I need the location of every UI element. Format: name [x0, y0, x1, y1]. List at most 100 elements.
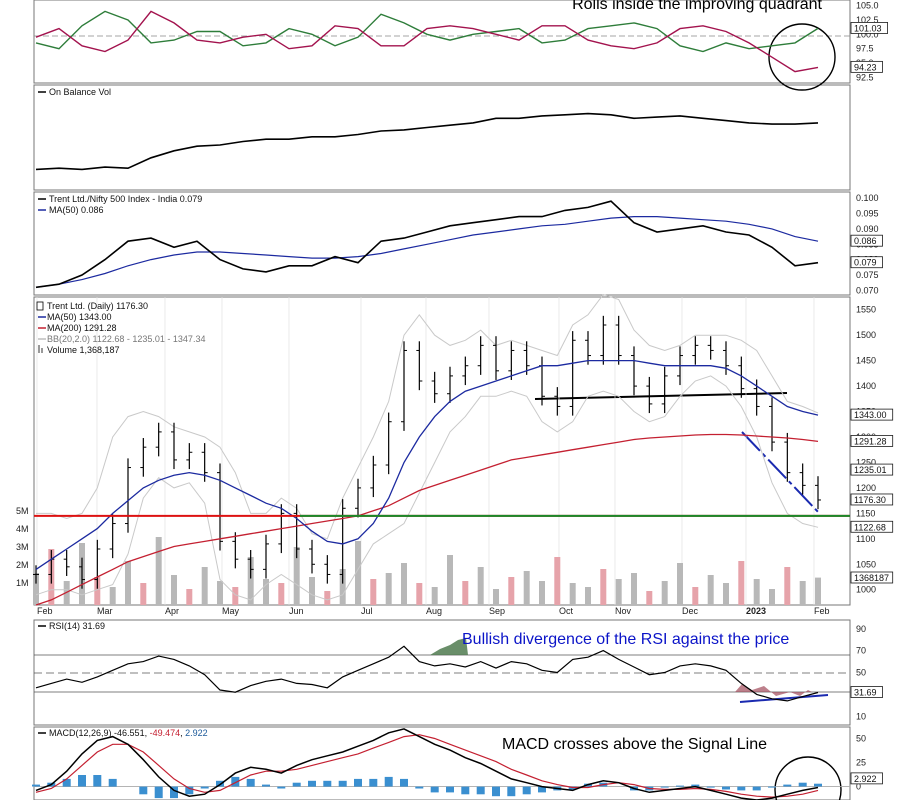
- rrg-y-tick: 105.0: [856, 1, 879, 11]
- x-tick-label: Dec: [682, 606, 699, 616]
- x-tick-label: Apr: [165, 606, 179, 616]
- ma200-value-box: 1291.28: [850, 435, 894, 447]
- volume-bar: [309, 577, 315, 605]
- svg-text:1235.01: 1235.01: [854, 465, 887, 475]
- macd-histogram-bar: [108, 778, 117, 787]
- volume-bar: [339, 569, 346, 605]
- macd-histogram-bar: [660, 786, 669, 788]
- macd-histogram-bar: [400, 778, 408, 787]
- volume-bar: [324, 591, 331, 605]
- volume-bar: [94, 577, 101, 605]
- rrg-y-tick: 92.5: [856, 72, 874, 82]
- volume-bar: [201, 567, 208, 605]
- volume-bar: [615, 579, 622, 605]
- volume-bar: [431, 587, 438, 605]
- rrg-y-tick: 100.0: [856, 29, 879, 39]
- volume-bar: [493, 589, 499, 605]
- rsi-y-tick: 90: [856, 624, 866, 634]
- price-y-tick: 1150: [856, 508, 875, 518]
- volume-bar: [692, 587, 699, 605]
- macd-histogram-bar: [691, 784, 700, 787]
- volume-bar: [385, 573, 392, 605]
- bb-upper-line: [36, 293, 819, 540]
- macd-histogram-bar: [78, 775, 86, 787]
- macd-histogram-bar: [93, 775, 102, 787]
- svg-text:0.079: 0.079: [854, 258, 877, 268]
- macd-histogram-bar: [62, 778, 71, 787]
- ratio-y-tick: 0.100: [856, 193, 879, 203]
- macd-histogram-bar: [538, 786, 546, 793]
- x-tick-label: May: [222, 606, 240, 616]
- macd-histogram-bar: [522, 786, 531, 795]
- macd-histogram-bar: [292, 782, 301, 787]
- volume-bar: [600, 569, 607, 605]
- macd-value-box: 2.922: [850, 772, 883, 785]
- macd-histogram-bar: [384, 776, 393, 787]
- obv-series-line: [35, 112, 819, 171]
- macd-histogram-bar: [752, 786, 761, 791]
- x-tick-label: Oct: [559, 606, 574, 616]
- macd-histogram-bar: [369, 778, 378, 787]
- x-tick-label: Aug: [426, 606, 442, 616]
- price-y-tick: 1450: [856, 356, 876, 366]
- macd-histogram-bar: [706, 786, 715, 788]
- volume-bar: [799, 581, 806, 605]
- price-y-tick: 1400: [856, 381, 876, 391]
- volume-bar: [109, 587, 116, 605]
- volume-bar: [447, 555, 453, 605]
- macd-histogram-bar: [277, 786, 286, 789]
- rsi-value-box: 31.69: [850, 686, 883, 698]
- svg-text:1176.30: 1176.30: [854, 495, 886, 505]
- volume-bar: [539, 581, 545, 605]
- volume-bar: [33, 573, 39, 605]
- rrg-annotation: Rolls inside the improving quadrant: [572, 0, 822, 13]
- bb-lower-line: [35, 375, 819, 601]
- volume-y-tick: 3M: [16, 542, 29, 552]
- macd-histogram-bar: [200, 786, 209, 789]
- rsi-panel: [33, 619, 851, 726]
- volume-bar: [646, 591, 653, 605]
- macd-signal-line: [35, 734, 819, 798]
- price-panel: [33, 296, 851, 606]
- macd-annotation: MACD crosses above the Signal Line: [502, 736, 767, 753]
- rsi-y-tick: 50: [856, 668, 866, 678]
- rsi-overbought-fill: [430, 638, 468, 655]
- volume-bar: [738, 561, 745, 605]
- volume-bar: [293, 547, 300, 605]
- ma50-value-box: 1343.00: [850, 408, 894, 421]
- volume-bar: [186, 589, 193, 605]
- svg-text:1122.68: 1122.68: [854, 522, 886, 532]
- macd-histogram-bar: [783, 784, 792, 787]
- volume-bar: [477, 567, 484, 605]
- volume-bar: [416, 583, 423, 605]
- rsi-uptrend-line: [739, 694, 829, 703]
- bb-legend: BB(20,2.0) 1122.68 - 1235.01 - 1347.34: [47, 334, 205, 344]
- volume-bar: [462, 581, 469, 605]
- price-y-tick: 1100: [856, 534, 875, 544]
- macd-histogram-bar: [231, 776, 240, 787]
- macd-histogram-bar: [323, 780, 332, 787]
- svg-text:0.086: 0.086: [854, 236, 877, 246]
- macd-histogram-bar: [246, 778, 255, 787]
- volume-bar: [278, 583, 285, 605]
- ratio-legend: Trent Ltd./Nifty 500 Index - India 0.079: [49, 194, 202, 204]
- macd-histogram-bar: [461, 786, 470, 795]
- macd-histogram-bar: [492, 786, 500, 797]
- volume-bar: [631, 573, 637, 605]
- rrg-series-line-1: [35, 10, 819, 53]
- price-y-tick: 1200: [856, 483, 876, 493]
- macd-histogram-bar: [415, 786, 424, 789]
- volume-y-tick: 1M: [16, 578, 29, 588]
- ratio-y-tick: 0.090: [856, 224, 879, 234]
- volume-bar: [217, 581, 223, 605]
- ratio-value-box: 0.079: [850, 256, 883, 269]
- price-y-tick: 1500: [856, 330, 876, 340]
- macd-histogram-bar: [170, 786, 178, 799]
- rrg-panel: [33, 0, 851, 84]
- macd-histogram-bar: [338, 780, 347, 787]
- x-tick-label: 2023: [746, 606, 766, 616]
- bb-mid-value-box: 1235.01: [850, 463, 894, 476]
- volume-y-tick: 5M: [16, 506, 29, 516]
- volume-legend: Volume 1,368,187: [47, 345, 120, 355]
